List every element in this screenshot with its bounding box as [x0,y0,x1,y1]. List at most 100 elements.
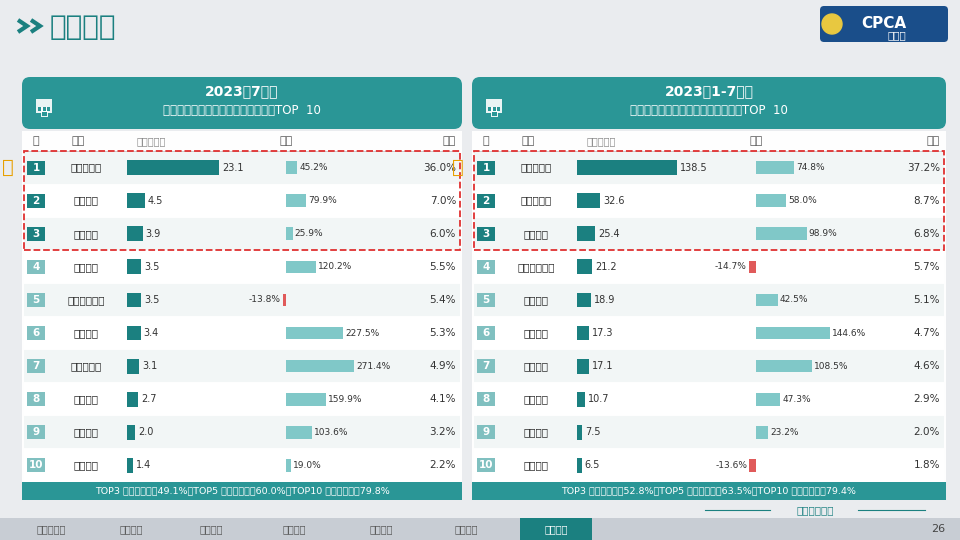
Text: -14.7%: -14.7% [715,262,747,271]
Text: 长城汽车: 长城汽车 [74,394,99,404]
Text: 10.7: 10.7 [588,394,610,404]
Text: 新能源狭义乘用车厂商零售销量排名TOP  10: 新能源狭义乘用车厂商零售销量排名TOP 10 [630,105,788,118]
Text: TOP3 厂商份额占比49.1%，TOP5 厂商份额占比60.0%，TOP10 厂商份额占比79.8%: TOP3 厂商份额占比49.1%，TOP5 厂商份额占比60.0%，TOP10 … [95,487,390,496]
Text: 159.9%: 159.9% [328,395,363,404]
Bar [24,284,460,316]
Bar [282,294,286,306]
Bar [577,193,600,208]
Bar [486,99,502,113]
Bar [27,359,45,373]
Bar [577,392,585,407]
Bar [127,326,140,341]
Bar [477,326,495,340]
Bar [520,518,592,540]
Text: 上汽通用五菱: 上汽通用五菱 [517,262,555,272]
Text: 序: 序 [483,136,490,146]
Bar [474,449,944,482]
Text: 4.9%: 4.9% [429,361,456,371]
Bar [474,416,944,448]
Text: 2: 2 [482,195,490,206]
Text: 7.5: 7.5 [586,427,601,437]
Text: 深度分析报告: 深度分析报告 [796,505,833,515]
Text: 单位：万辆: 单位：万辆 [137,136,166,146]
Bar [286,327,343,339]
Text: 10: 10 [479,461,493,470]
Bar [472,482,946,500]
Text: 21.2: 21.2 [595,262,617,272]
Bar [493,107,496,111]
Text: 5.7%: 5.7% [914,262,940,272]
Bar [24,218,460,250]
Text: 25.4: 25.4 [598,229,620,239]
Bar [127,458,132,473]
Text: 37.2%: 37.2% [907,163,940,173]
Text: 零跑汽车: 零跑汽车 [74,461,99,470]
Text: 7.0%: 7.0% [430,195,456,206]
Bar [36,99,52,113]
Bar [27,194,45,208]
Text: 份额: 份额 [926,136,940,146]
Text: 1.4: 1.4 [135,461,151,470]
Bar [286,393,326,406]
Text: 3.1: 3.1 [142,361,157,371]
Text: 18.9: 18.9 [593,295,615,305]
Text: 2.0%: 2.0% [914,427,940,437]
Bar [27,293,45,307]
Circle shape [822,14,842,34]
Text: 广汽埃安: 广汽埃安 [523,229,548,239]
Text: 理想汽车: 理想汽车 [74,328,99,338]
Text: 蔚来汽车: 蔚来汽车 [74,427,99,437]
Text: 8: 8 [33,394,39,404]
Text: 比亚迪汽车: 比亚迪汽车 [70,163,102,173]
Text: 8.7%: 8.7% [914,195,940,206]
Bar [474,218,944,250]
Text: 份额: 份额 [443,136,456,146]
Text: 42.5%: 42.5% [780,295,808,305]
Bar [577,326,589,341]
Bar [577,160,677,175]
FancyBboxPatch shape [472,77,946,129]
Text: 6.8%: 6.8% [914,229,940,239]
Text: 8: 8 [482,394,490,404]
Bar [474,251,944,283]
Text: 蔚来汽车: 蔚来汽车 [523,427,548,437]
Bar [127,293,141,307]
Text: 120.2%: 120.2% [318,262,352,271]
Bar [477,194,495,208]
Bar [488,107,491,111]
Text: CPCA: CPCA [861,17,906,31]
Bar [474,284,944,316]
Bar [127,392,138,407]
Bar [474,317,944,349]
Text: 1: 1 [482,163,490,173]
Bar [756,393,780,406]
Text: 吉利汽车: 吉利汽车 [523,295,548,305]
Bar [43,107,46,111]
Text: 理想汽车: 理想汽车 [523,328,548,338]
Text: 47.3%: 47.3% [782,395,811,404]
Text: 144.6%: 144.6% [832,328,866,338]
Bar [27,160,45,174]
Text: 4.5: 4.5 [148,195,163,206]
Text: 2.7: 2.7 [141,394,156,404]
Bar [474,152,944,184]
Bar [756,194,786,207]
Bar [0,518,960,540]
Text: 45.2%: 45.2% [300,163,328,172]
Text: 2: 2 [33,195,39,206]
Bar [286,194,306,207]
Bar [286,426,312,438]
Text: 单位：万辆: 单位：万辆 [587,136,616,146]
Bar [756,227,806,240]
Text: 比亚迪汽车: 比亚迪汽车 [520,163,552,173]
Text: 9: 9 [33,427,39,437]
Bar [27,326,45,340]
Text: 序: 序 [33,136,39,146]
Text: 4.6%: 4.6% [914,361,940,371]
Bar [24,185,460,217]
Text: 2023年1-7月份: 2023年1-7月份 [664,84,754,98]
Bar [577,425,583,440]
Text: 58.0%: 58.0% [788,196,817,205]
Bar [750,459,756,472]
Text: 1: 1 [33,163,39,173]
